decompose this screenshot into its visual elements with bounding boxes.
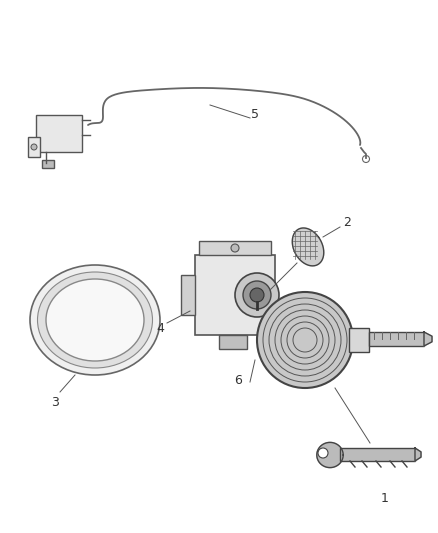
Polygon shape — [317, 442, 343, 467]
FancyBboxPatch shape — [340, 448, 415, 461]
Text: 5: 5 — [251, 109, 259, 122]
Text: 2: 2 — [343, 216, 351, 230]
Text: 6: 6 — [234, 374, 242, 386]
Text: 1: 1 — [381, 492, 389, 505]
FancyBboxPatch shape — [181, 275, 195, 315]
Polygon shape — [292, 228, 324, 266]
Circle shape — [231, 244, 239, 252]
FancyBboxPatch shape — [28, 137, 40, 157]
FancyBboxPatch shape — [369, 332, 424, 346]
Circle shape — [250, 288, 264, 302]
Circle shape — [318, 448, 328, 458]
Circle shape — [257, 292, 353, 388]
FancyBboxPatch shape — [36, 115, 82, 152]
Polygon shape — [424, 332, 432, 346]
FancyBboxPatch shape — [349, 328, 369, 352]
Circle shape — [235, 273, 279, 317]
Text: 3: 3 — [51, 395, 59, 408]
Ellipse shape — [46, 279, 144, 361]
Ellipse shape — [38, 272, 152, 368]
FancyBboxPatch shape — [42, 160, 54, 168]
Circle shape — [31, 144, 37, 150]
FancyBboxPatch shape — [219, 335, 247, 349]
FancyBboxPatch shape — [199, 241, 271, 255]
Text: 4: 4 — [156, 322, 164, 335]
Ellipse shape — [30, 265, 160, 375]
Circle shape — [243, 281, 271, 309]
Polygon shape — [415, 448, 421, 461]
FancyBboxPatch shape — [195, 255, 275, 335]
